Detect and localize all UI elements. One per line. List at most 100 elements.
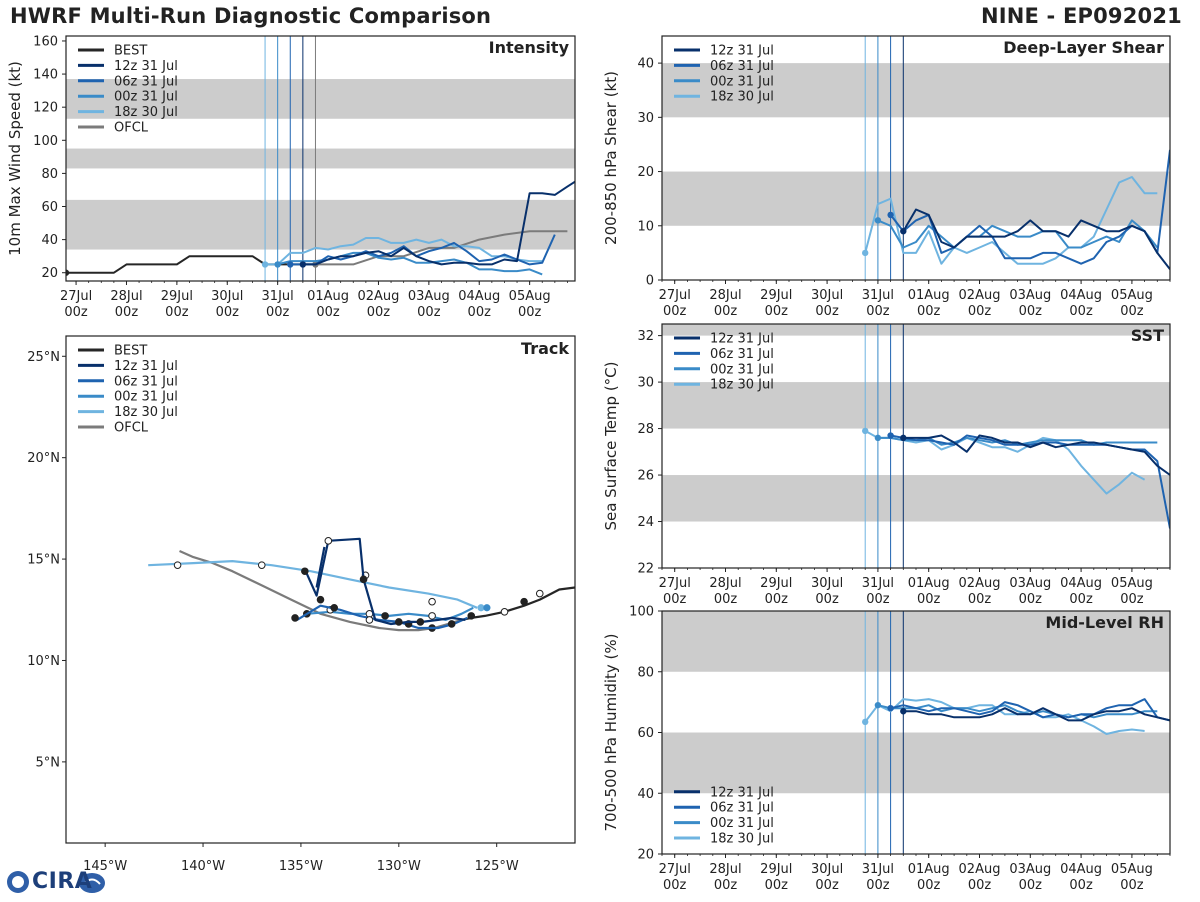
rh-x-tick-label: 01Aug: [908, 862, 950, 877]
shear-legend-label: 12z 31 Jul: [710, 44, 774, 59]
sst-series-start-06z-31-jul: [887, 432, 894, 439]
intensity-series-start-06z-31-jul: [287, 261, 294, 268]
intensity-series-18z-30-jul: [265, 237, 543, 266]
rh-panel: 27Jul00z28Jul00z29Jul00z30Jul00z31Jul00z…: [602, 605, 1171, 893]
sst-x-tick-label: 00z: [1069, 592, 1093, 607]
intensity-y-tick-label: 40: [41, 233, 58, 248]
intensity-x-tick-label: 28Jul: [110, 289, 142, 304]
track-position-marker: [535, 589, 544, 598]
rh-series-start-12z-31-jul: [900, 708, 907, 715]
shear-x-tick-label: 00z: [765, 304, 789, 319]
shear-series-start-18z-30-jul: [862, 249, 869, 257]
sst-x-tick-label: 00z: [765, 592, 789, 607]
shear-x-tick-label: 31Jul: [862, 288, 894, 303]
shear-y-tick-label: 30: [637, 111, 654, 126]
rh-series-18z-30-jul: [864, 698, 1145, 735]
intensity-panel: 27Jul00z28Jul00z29Jul00z30Jul00z31Jul00z…: [6, 34, 576, 320]
intensity-series-start-12z-31-jul: [299, 261, 307, 268]
sst-legend-label: 18z 30 Jul: [710, 378, 774, 393]
sst-x-tick-label: 05Aug: [1111, 576, 1153, 591]
rh-x-tick-label: 30Jul: [811, 862, 843, 877]
intensity-y-tick-label: 80: [41, 167, 58, 182]
track-init-marker: [483, 604, 491, 612]
rh-x-tick-label: 00z: [866, 878, 890, 893]
rh-legend-entry: 12z 31 Jul: [674, 785, 774, 800]
intensity-y-tick-label: 20: [41, 266, 58, 281]
track-y-tick-label: 25°N: [27, 350, 60, 365]
intensity-x-tick-label: 00z: [64, 305, 88, 320]
track-y-tick-label: 20°N: [27, 451, 60, 466]
intensity-x-tick-label: 00z: [417, 305, 441, 320]
rh-legend-label: 18z 30 Jul: [710, 832, 774, 847]
shear-series-06z-31-jul: [889, 149, 1170, 265]
intensity-legend-entry: BEST: [78, 44, 147, 59]
rh-series-start-06z-31-jul: [887, 705, 894, 712]
track-legend-label: 06z 31 Jul: [114, 374, 178, 389]
intensity-legend-label: 18z 30 Jul: [114, 105, 178, 120]
track-position-marker: [330, 603, 339, 612]
shear-legend-label: 18z 30 Jul: [710, 90, 774, 105]
shear-band: [662, 63, 1170, 118]
sst-series-18z-30-jul: [864, 430, 1146, 495]
shear-y-axis-label: 200-850 hPa Shear (kt): [602, 71, 620, 245]
track-position-marker: [257, 561, 266, 569]
shear-series-start-00z-31-jul: [874, 217, 882, 224]
sst-x-tick-label: 00z: [1019, 592, 1043, 607]
rh-x-tick-label: 00z: [765, 878, 789, 893]
rh-legend-label: 12z 31 Jul: [710, 785, 774, 800]
shear-legend-entry: 06z 31 Jul: [674, 59, 774, 74]
rh-x-tick-label: 00z: [968, 878, 992, 893]
track-position-marker: [316, 595, 325, 604]
intensity-y-tick-label: 140: [33, 68, 58, 83]
sst-x-tick-label: 02Aug: [959, 576, 1001, 591]
track-position-marker: [500, 608, 509, 616]
page-title: HWRF Multi-Run Diagnostic Comparison: [10, 4, 492, 28]
sst-x-tick-label: 03Aug: [1009, 576, 1051, 591]
intensity-frame: [65, 35, 576, 282]
track-position-marker: [324, 537, 333, 545]
track-position-marker: [359, 575, 368, 584]
rh-band: [662, 732, 1170, 794]
sst-title: SST: [1131, 326, 1164, 345]
track-position-marker: [467, 612, 476, 620]
rh-x-tick-label: 00z: [663, 878, 687, 893]
sst-band: [662, 382, 1170, 429]
shear-x-tick-label: 00z: [917, 304, 941, 319]
shear-plot-area: [662, 36, 1170, 280]
rh-series-12z-31-jul: [903, 707, 1170, 722]
track-position-marker: [381, 612, 389, 620]
sst-x-tick-label: 00z: [866, 592, 890, 607]
rh-x-tick-label: 05Aug: [1111, 862, 1153, 877]
track-line-00z-31-jul: [306, 606, 474, 622]
track-line-12z-31-jul: [303, 537, 466, 626]
track-position-marker: [365, 616, 374, 624]
rh-series-start-18z-30-jul: [862, 718, 869, 726]
cira-logo-text: CIRA: [32, 869, 93, 894]
sst-series-12z-31-jul: [903, 434, 1170, 476]
intensity-x-tick-label: 05Aug: [509, 289, 551, 304]
track-position-marker: [301, 567, 309, 576]
shear-legend-label: 06z 31 Jul: [710, 59, 774, 74]
intensity-x-tick-label: 00z: [266, 305, 290, 320]
track-y-tick-label: 15°N: [27, 553, 60, 568]
intensity-x-tick-label: 00z: [165, 305, 189, 320]
shear-x-tick-label: 00z: [1019, 304, 1043, 319]
rh-x-tick-label: 00z: [1069, 878, 1093, 893]
sst-legend-label: 12z 31 Jul: [710, 332, 774, 347]
intensity-x-tick-label: 00z: [316, 305, 340, 320]
intensity-legend-entry: 06z 31 Jul: [78, 74, 178, 89]
intensity-x-tick-label: 00z: [518, 305, 542, 320]
sst-series-start-12z-31-jul: [900, 434, 907, 442]
track-plot-area: [148, 537, 575, 632]
rh-title: Mid-Level RH: [1045, 613, 1164, 632]
shear-series-start-06z-31-jul: [887, 211, 894, 219]
rh-y-axis-label: 700-500 hPa Humidity (%): [602, 633, 620, 831]
rh-y-tick-label: 80: [637, 665, 654, 680]
track-line-06z-31-jul: [296, 604, 468, 630]
rh-x-tick-label: 31Jul: [862, 862, 894, 877]
intensity-legend-label: OFCL: [114, 121, 149, 136]
shear-series-00z-31-jul: [877, 219, 1159, 249]
sst-y-tick-label: 24: [637, 515, 654, 530]
intensity-x-tick-label: 02Aug: [357, 289, 399, 304]
track-x-tick-label: 135°W: [279, 859, 323, 874]
